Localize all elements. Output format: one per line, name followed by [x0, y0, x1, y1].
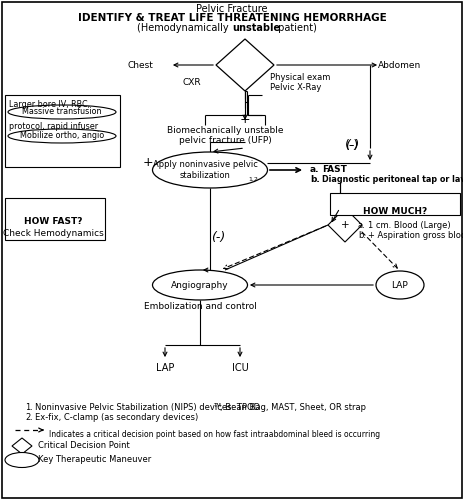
- Polygon shape: [327, 208, 361, 242]
- Text: b.: b.: [357, 231, 365, 240]
- Ellipse shape: [375, 271, 423, 299]
- Ellipse shape: [8, 105, 116, 119]
- Text: IDENTIFY & TREAT LIFE THREATENING HEMORRHAGE: IDENTIFY & TREAT LIFE THREATENING HEMORR…: [77, 13, 386, 23]
- Text: patient): patient): [275, 23, 316, 33]
- Text: Embolization and control: Embolization and control: [143, 302, 256, 311]
- Ellipse shape: [152, 270, 247, 300]
- Text: 1.: 1.: [25, 403, 33, 412]
- Text: unstable: unstable: [232, 23, 280, 33]
- Text: Apply noninvasive pelvic
stabilization: Apply noninvasive pelvic stabilization: [152, 160, 257, 180]
- Text: Larger bore IV, RBC,: Larger bore IV, RBC,: [9, 100, 90, 109]
- Text: + Aspiration gross blood: + Aspiration gross blood: [367, 231, 463, 240]
- Text: protocol, rapid infuser: protocol, rapid infuser: [9, 122, 98, 131]
- Text: , Bean Bag, MAST, Sheet, OR strap: , Bean Bag, MAST, Sheet, OR strap: [219, 403, 365, 412]
- Text: Ex-fix, C-clamp (as secondary devices): Ex-fix, C-clamp (as secondary devices): [35, 413, 198, 422]
- Text: FAST: FAST: [321, 165, 346, 174]
- Text: HOW MUCH?: HOW MUCH?: [362, 207, 426, 216]
- Ellipse shape: [5, 452, 39, 468]
- Ellipse shape: [8, 129, 116, 143]
- Text: Indicates a critical decision point based on how fast intraabdominal bleed is oc: Indicates a critical decision point base…: [49, 430, 379, 439]
- Text: +: +: [239, 113, 250, 126]
- Text: a.: a.: [309, 165, 319, 174]
- Text: Noninvasive Pelvic Stabilization (NIPS) devices: TPOD: Noninvasive Pelvic Stabilization (NIPS) …: [35, 403, 260, 412]
- Ellipse shape: [152, 152, 267, 188]
- Text: Mobilize ortho, angio: Mobilize ortho, angio: [20, 132, 104, 140]
- Text: Pelvic Fracture: Pelvic Fracture: [196, 4, 267, 14]
- Text: Critical Decision Point: Critical Decision Point: [38, 442, 130, 450]
- Text: +: +: [143, 156, 153, 170]
- Text: Chest: Chest: [127, 60, 153, 70]
- Text: Massive transfusion: Massive transfusion: [22, 108, 101, 116]
- Text: 1 cm. Blood (Large): 1 cm. Blood (Large): [367, 221, 450, 230]
- Text: Biomechanically unstable
pelvic fracture (UFP): Biomechanically unstable pelvic fracture…: [166, 126, 282, 146]
- Text: Key Therapeutic Maneuver: Key Therapeutic Maneuver: [38, 456, 151, 464]
- Text: CXR: CXR: [182, 78, 201, 87]
- Text: Diagnostic peritoneal tap or lavage: Diagnostic peritoneal tap or lavage: [321, 175, 463, 184]
- Text: 1,2: 1,2: [247, 177, 257, 182]
- Text: +: +: [340, 220, 349, 230]
- Text: a.: a.: [357, 221, 365, 230]
- Text: (-): (-): [210, 232, 225, 244]
- Polygon shape: [12, 438, 32, 454]
- Text: HOW FAST?: HOW FAST?: [24, 217, 82, 226]
- Text: Angiography: Angiography: [171, 280, 228, 289]
- Text: TM: TM: [212, 403, 220, 408]
- Text: 2.: 2.: [25, 413, 33, 422]
- Bar: [5, 95, 120, 167]
- Text: Check Hemodynamics: Check Hemodynamics: [3, 229, 103, 238]
- Text: (-): (-): [344, 138, 358, 151]
- Text: (-): (-): [344, 138, 358, 151]
- Text: (Hemodynamically: (Hemodynamically: [137, 23, 232, 33]
- Text: ICU: ICU: [231, 363, 248, 373]
- Text: b.: b.: [309, 175, 319, 184]
- Text: LAP: LAP: [156, 363, 174, 373]
- Polygon shape: [216, 39, 274, 91]
- Text: LAP: LAP: [391, 280, 407, 289]
- Bar: [5, 198, 105, 240]
- Text: Abdomen: Abdomen: [377, 60, 421, 70]
- Text: Physical exam
Pelvic X-Ray: Physical exam Pelvic X-Ray: [269, 73, 330, 92]
- Bar: [329, 193, 459, 215]
